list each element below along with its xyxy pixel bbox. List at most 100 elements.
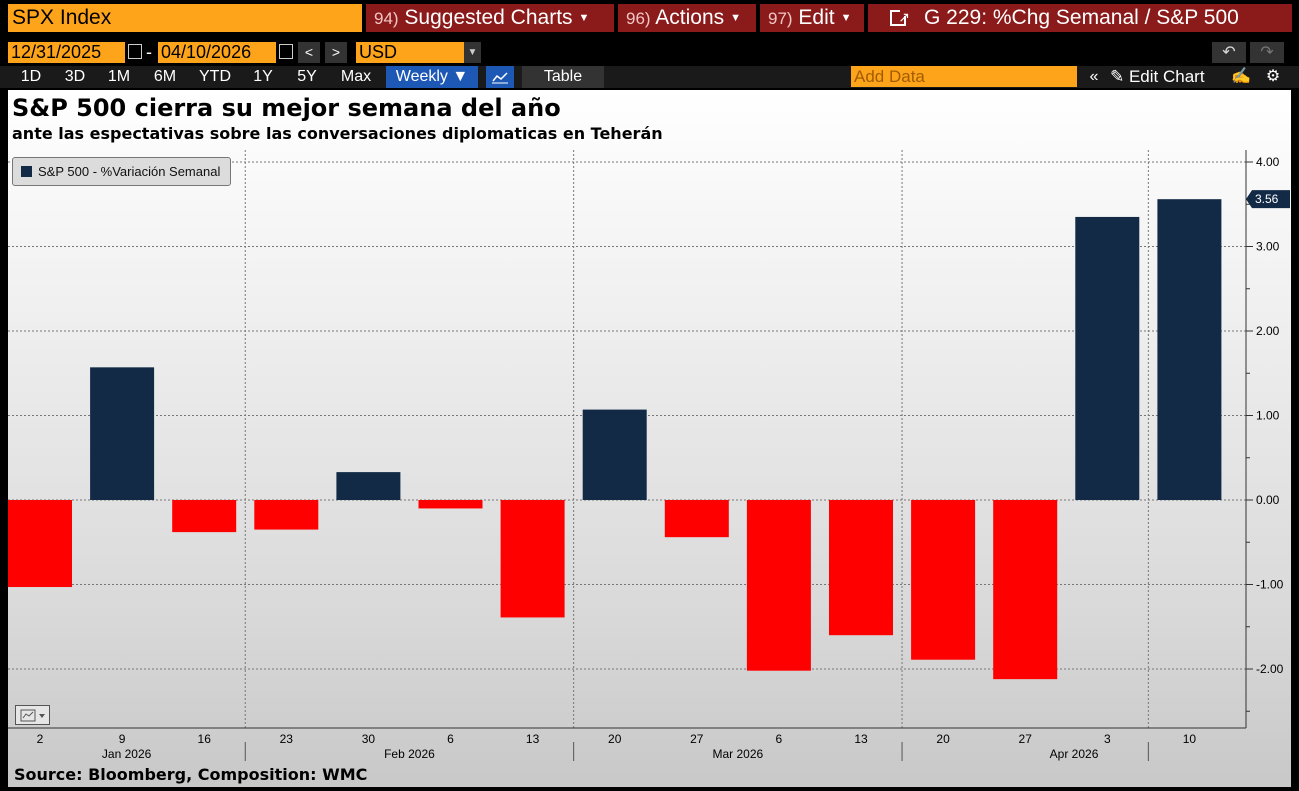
y-tick-label: -1.00 [1256,578,1284,592]
date-separator: - [146,42,152,62]
legend-label: S&P 500 - %Variación Semanal [38,164,221,179]
bar [8,500,72,588]
bar [1075,216,1140,501]
period-5y[interactable]: 5Y [297,68,317,85]
x-tick-label: 16 [198,732,212,746]
month-label: Feb 2026 [384,747,435,761]
bar [911,500,976,660]
bar [746,500,811,671]
x-tick-label: 23 [280,732,294,746]
caret-down-icon: ▼ [578,12,590,24]
x-tick-label: 9 [119,732,126,746]
x-tick-label: 20 [936,732,950,746]
x-tick-label: 6 [447,732,454,746]
chart-title-bar[interactable]: G 229: %Chg Semanal / S&P 500 [868,3,1292,32]
y-tick-label: -2.00 [1256,662,1284,676]
currency-dropdown-icon[interactable]: ▼ [464,42,481,63]
bar [829,500,893,636]
undo-button[interactable]: ↶ [1212,42,1246,63]
edit-chart-label: Edit Chart [1128,67,1205,86]
x-tick-label: 10 [1183,732,1197,746]
chart-title-bar-text: G 229: %Chg Semanal / S&P 500 [924,6,1239,29]
x-tick-label: 3 [1104,732,1111,746]
chevron-left-icon: < [304,44,314,60]
pencil-icon: ✎ [1110,67,1129,86]
line-chart-icon[interactable] [486,66,514,88]
chevron-right-icon: > [331,44,341,60]
menu-number: 97) [768,9,793,28]
y-tick-label: 1.00 [1256,409,1280,423]
period-6m[interactable]: 6M [153,68,177,85]
actions-menu[interactable]: 96) Actions ▼ [618,4,756,32]
x-tick-label: 6 [776,732,783,746]
bar [418,500,483,509]
bar [336,472,401,500]
chart-subtitle: ante las espectativas sobre las conversa… [12,124,663,143]
bar [172,500,237,533]
chart-legend[interactable]: S&P 500 - %Variación Semanal [12,157,232,186]
calendar-icon[interactable] [279,44,293,59]
add-data-input[interactable]: Add Data [851,66,1077,87]
undo-icon: ↶ [1222,44,1236,61]
menu-number: 96) [626,9,651,28]
menu-number: 94) [374,9,399,28]
x-tick-label: 2 [37,732,44,746]
bar [582,409,647,500]
ticker-field[interactable]: SPX Index [8,4,362,32]
annotate-icon[interactable]: ✍ [1231,68,1251,85]
period-max[interactable]: Max [340,68,372,85]
x-tick-label: 27 [1019,732,1033,746]
caret-down-icon: ▼ [840,12,852,24]
legend-swatch [21,166,32,177]
last-value-label: 3.56 [1255,192,1279,206]
x-tick-label: 27 [690,732,704,746]
y-tick-label: 3.00 [1256,240,1280,254]
table-button[interactable]: Table [522,66,604,88]
period-1m[interactable]: 1M [107,68,131,85]
collapse-icon[interactable]: « [1089,68,1099,85]
frequency-select[interactable]: Weekly ▼ [386,66,478,88]
period-3d[interactable]: 3D [64,68,86,85]
x-tick-label: 13 [854,732,868,746]
y-tick-label: 2.00 [1256,324,1280,338]
month-label: Apr 2026 [1050,747,1099,761]
bar [1157,199,1222,500]
gear-icon[interactable]: ⚙ [1265,68,1281,85]
edit-chart-button[interactable]: ✎ Edit Chart [1110,66,1222,88]
period-1d[interactable]: 1D [20,68,42,85]
next-period-button[interactable]: > [325,42,347,63]
start-date-input[interactable]: 12/31/2025 [8,42,125,63]
currency-select[interactable]: USD [356,42,464,63]
x-tick-label: 30 [362,732,376,746]
period-1y[interactable]: 1Y [253,68,273,85]
bar [664,500,729,538]
y-tick-label: 0.00 [1256,493,1280,507]
menu-label: Edit [798,6,835,29]
menu-label: Actions [655,6,725,29]
menu-label: Suggested Charts [404,6,573,29]
x-tick-label: 13 [526,732,540,746]
month-label: Mar 2026 [712,747,763,761]
end-date-input[interactable]: 04/10/2026 [158,42,276,63]
edit-menu[interactable]: 97) Edit ▼ [760,4,864,32]
caret-down-icon: ▼ [730,12,742,24]
bar [90,367,155,500]
bar [500,500,565,618]
external-link-icon[interactable] [890,3,910,31]
prev-period-button[interactable]: < [298,42,320,63]
chart-source: Source: Bloomberg, Composition: WMC [14,765,368,784]
x-tick-label: 20 [608,732,622,746]
redo-icon: ↷ [1260,44,1274,61]
bar [993,500,1058,680]
chart-type-button[interactable] [15,705,50,725]
calendar-icon[interactable] [128,44,142,59]
month-label: Jan 2026 [102,747,152,761]
top-toolbar: SPX Index 94) Suggested Charts ▼ 96) Acti… [0,0,1299,36]
suggested-charts-menu[interactable]: 94) Suggested Charts ▼ [366,4,614,32]
period-ytd[interactable]: YTD [199,68,231,85]
redo-button[interactable]: ↷ [1250,42,1284,63]
last-value-marker [1246,190,1290,209]
chart-title: S&P 500 cierra su mejor semana del año [12,94,561,122]
bar [254,500,319,530]
